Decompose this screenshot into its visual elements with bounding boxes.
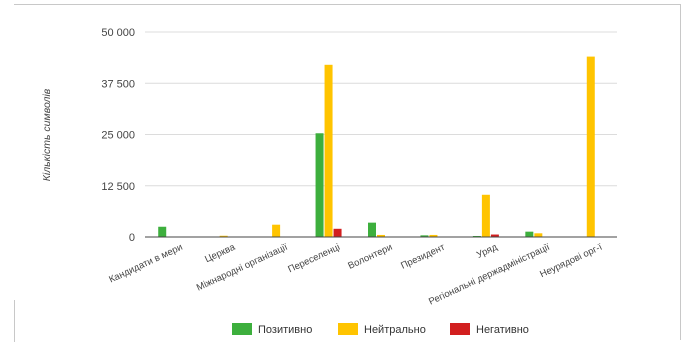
bar <box>315 133 324 237</box>
y-tick-label: 12 500 <box>101 181 135 193</box>
bar <box>324 64 333 237</box>
bar <box>272 224 281 237</box>
bar <box>525 231 534 237</box>
bar <box>368 222 376 237</box>
bar <box>219 235 228 237</box>
bar <box>333 228 342 237</box>
chart-frame <box>14 4 681 340</box>
legend-label: Негативно <box>476 324 529 336</box>
legend-item: Нейтрально <box>338 323 426 336</box>
legend-swatch <box>338 323 358 335</box>
x-tick-label: Президент <box>399 241 447 271</box>
bar <box>377 234 385 237</box>
bar <box>490 234 499 237</box>
y-tick-label: 25 000 <box>101 130 135 142</box>
x-tick-label: Уряд <box>475 242 500 261</box>
x-tick-label: Переселенці <box>286 242 341 276</box>
legend-item: Негативно <box>450 323 529 336</box>
chart-frame-left-edge <box>14 300 15 342</box>
legend-swatch <box>232 323 252 335</box>
legend: Позитивно Нейтрально Негативно <box>232 323 529 336</box>
y-tick-label: 37 500 <box>101 78 135 90</box>
y-axis-label: Кількість символів <box>41 88 53 181</box>
bar <box>481 194 490 237</box>
bar <box>534 233 543 237</box>
x-tick-label: Міжнародні організації <box>195 242 290 294</box>
gridlines <box>145 31 617 187</box>
bar <box>420 235 429 237</box>
y-tick-label: 0 <box>129 232 135 244</box>
x-tick-label: Церква <box>203 241 237 265</box>
legend-swatch <box>450 323 470 335</box>
legend-label: Позитивно <box>258 324 312 336</box>
legend-label: Нейтрально <box>364 324 426 336</box>
bar <box>158 226 167 237</box>
y-axis-ticks: 0 12 500 25 000 37 500 50 000 <box>101 27 135 244</box>
y-tick-label: 50 000 <box>101 27 135 39</box>
bar <box>586 56 595 237</box>
x-tick-label: Кандидати в мери <box>107 242 184 286</box>
x-tick-label: Волонтери <box>346 242 394 272</box>
bars <box>158 56 595 237</box>
bar <box>429 234 438 237</box>
legend-item: Позитивно <box>232 323 312 336</box>
